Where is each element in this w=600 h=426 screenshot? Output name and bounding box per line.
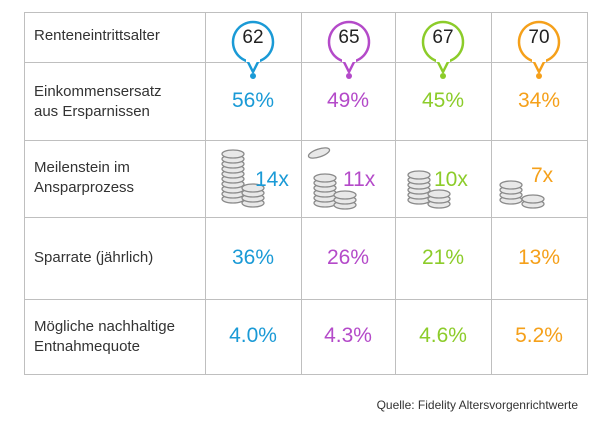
milestone-value: 7x [531,164,554,187]
row-divider [24,217,588,218]
age-value: 65 [338,27,360,48]
milestone-value: 14x [255,168,289,191]
row-label-withdrawal: Mögliche nachhaltige Entnahmequote [34,317,175,357]
row-label-milestone: Meilenstein im Ansparprozess [34,158,134,198]
age-value: 67 [432,27,454,48]
age-value: 70 [528,27,550,48]
label-line: Ansparprozess [34,179,135,196]
income-value: 45% [421,89,465,112]
savings-value: 36% [231,246,275,269]
label-line: Einkommensersatz [34,83,162,100]
column-divider [395,12,396,375]
age-pin-70: 70 [517,20,561,82]
column-divider [24,12,25,375]
column-divider [491,12,492,375]
row-divider [24,299,588,300]
row-divider [24,374,588,375]
coin-stack-icon [307,147,357,210]
source-note: Quelle: Fidelity Altersvorgenrichtwerte [376,398,578,412]
coin-stack-icon [407,170,451,209]
row-divider [24,62,588,63]
coin-stack-icon [499,180,545,209]
retirement-table: Renteneintrittsalter 62 65 67 [24,12,588,375]
column-divider [587,12,588,375]
row-label-income: Einkommensersatz aus Ersparnissen [34,82,162,122]
income-value: 49% [326,89,370,112]
column-divider [301,12,302,375]
withdrawal-value: 5.2% [515,324,563,347]
age-value: 62 [242,27,264,48]
withdrawal-value: 4.0% [229,324,277,347]
row-label-savings: Sparrate (jährlich) [34,249,154,266]
savings-value: 26% [326,246,370,269]
income-value: 34% [517,89,561,112]
income-value: 56% [231,89,275,112]
age-pin-67: 67 [421,20,465,82]
label-line: Mögliche nachhaltige [34,318,175,335]
label-line: Entnahmequote [34,338,140,355]
withdrawal-value: 4.3% [324,324,372,347]
age-pin-62: 62 [231,20,275,82]
milestone-value: 10x [434,168,468,191]
coin-stack-icon [221,149,265,208]
row-divider [24,12,588,13]
header-label: Renteneintrittsalter [34,27,160,44]
age-pin-65: 65 [327,20,371,82]
column-divider [205,12,206,375]
label-line: aus Ersparnissen [34,103,150,120]
savings-value: 13% [517,246,561,269]
label-line: Meilenstein im [34,159,130,176]
milestone-value: 11x [343,168,376,191]
row-divider [24,140,588,141]
savings-value: 21% [421,246,465,269]
withdrawal-value: 4.6% [419,324,467,347]
